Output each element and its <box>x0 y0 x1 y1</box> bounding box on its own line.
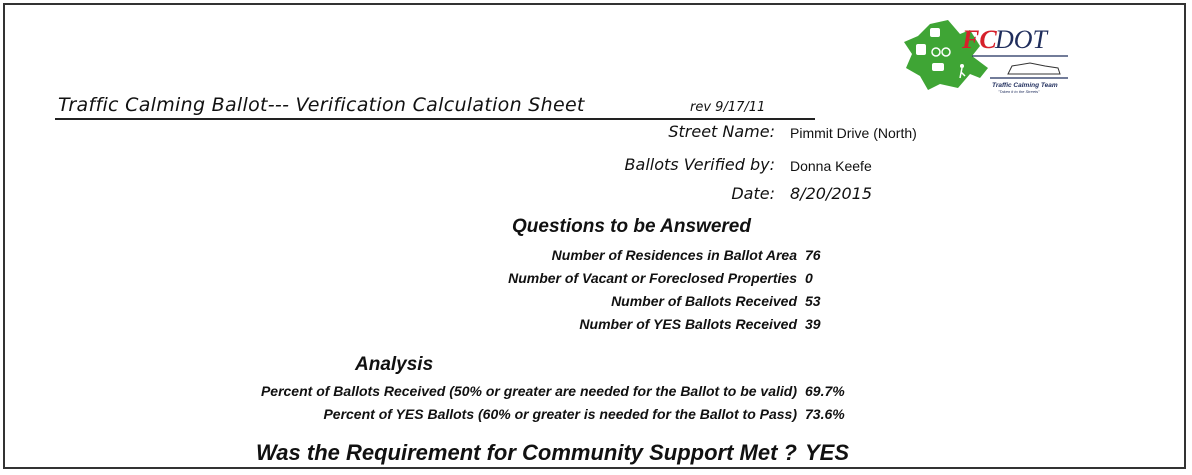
street-name-value: Pimmit Drive (North) <box>790 125 917 141</box>
analysis-percent-yes-value: 73.6% <box>805 406 845 422</box>
question-ballots-received-value: 53 <box>805 293 821 309</box>
questions-heading: Questions to be Answered <box>512 216 751 237</box>
question-ballots-received-label: Number of Ballots Received <box>611 293 797 309</box>
car-icon <box>932 63 944 71</box>
train-icon <box>930 28 940 37</box>
question-residences-label: Number of Residences in Ballot Area <box>551 247 797 263</box>
document-title: Traffic Calming Ballot--- Verification C… <box>58 94 585 116</box>
fcdot-logo: FC DOT Traffic Calming Team "Taken it to… <box>904 20 1068 94</box>
svg-text:"Taken it to the Streets": "Taken it to the Streets" <box>998 89 1040 94</box>
analysis-percent-received-label: Percent of Ballots Received (50% or grea… <box>260 383 797 399</box>
question-vacant-label: Number of Vacant or Foreclosed Propertie… <box>508 270 797 286</box>
title-underline <box>55 118 815 120</box>
verified-by-value: Donna Keefe <box>790 158 872 174</box>
verified-by-label: Ballots Verified by: <box>624 155 775 174</box>
question-yes-ballots-value: 39 <box>805 316 821 332</box>
revision-label: rev 9/17/11 <box>690 100 766 115</box>
result-question: Was the Requirement for Community Suppor… <box>255 440 797 465</box>
svg-text:DOT: DOT <box>994 25 1049 54</box>
question-vacant-value: 0 <box>805 270 813 286</box>
street-name-label: Street Name: <box>668 122 775 141</box>
analysis-percent-received-value: 69.7% <box>805 383 845 399</box>
svg-text:Traffic Calming Team: Traffic Calming Team <box>992 82 1058 89</box>
date-label: Date: <box>731 184 775 203</box>
question-yes-ballots-label: Number of YES Ballots Received <box>579 316 797 332</box>
pedestrian-icon <box>960 64 964 68</box>
bus-icon <box>916 44 926 55</box>
document-border <box>3 3 1186 469</box>
analysis-percent-yes-label: Percent of YES Ballots (60% or greater i… <box>323 406 797 422</box>
bicycle-icon <box>931 47 941 57</box>
svg-text:FC: FC <box>961 25 997 54</box>
analysis-heading: Analysis <box>355 354 434 375</box>
result-answer: YES <box>805 440 850 465</box>
sedan-icon <box>1007 62 1061 75</box>
date-value: 8/20/2015 <box>790 184 873 203</box>
question-residences-value: 76 <box>805 247 821 263</box>
